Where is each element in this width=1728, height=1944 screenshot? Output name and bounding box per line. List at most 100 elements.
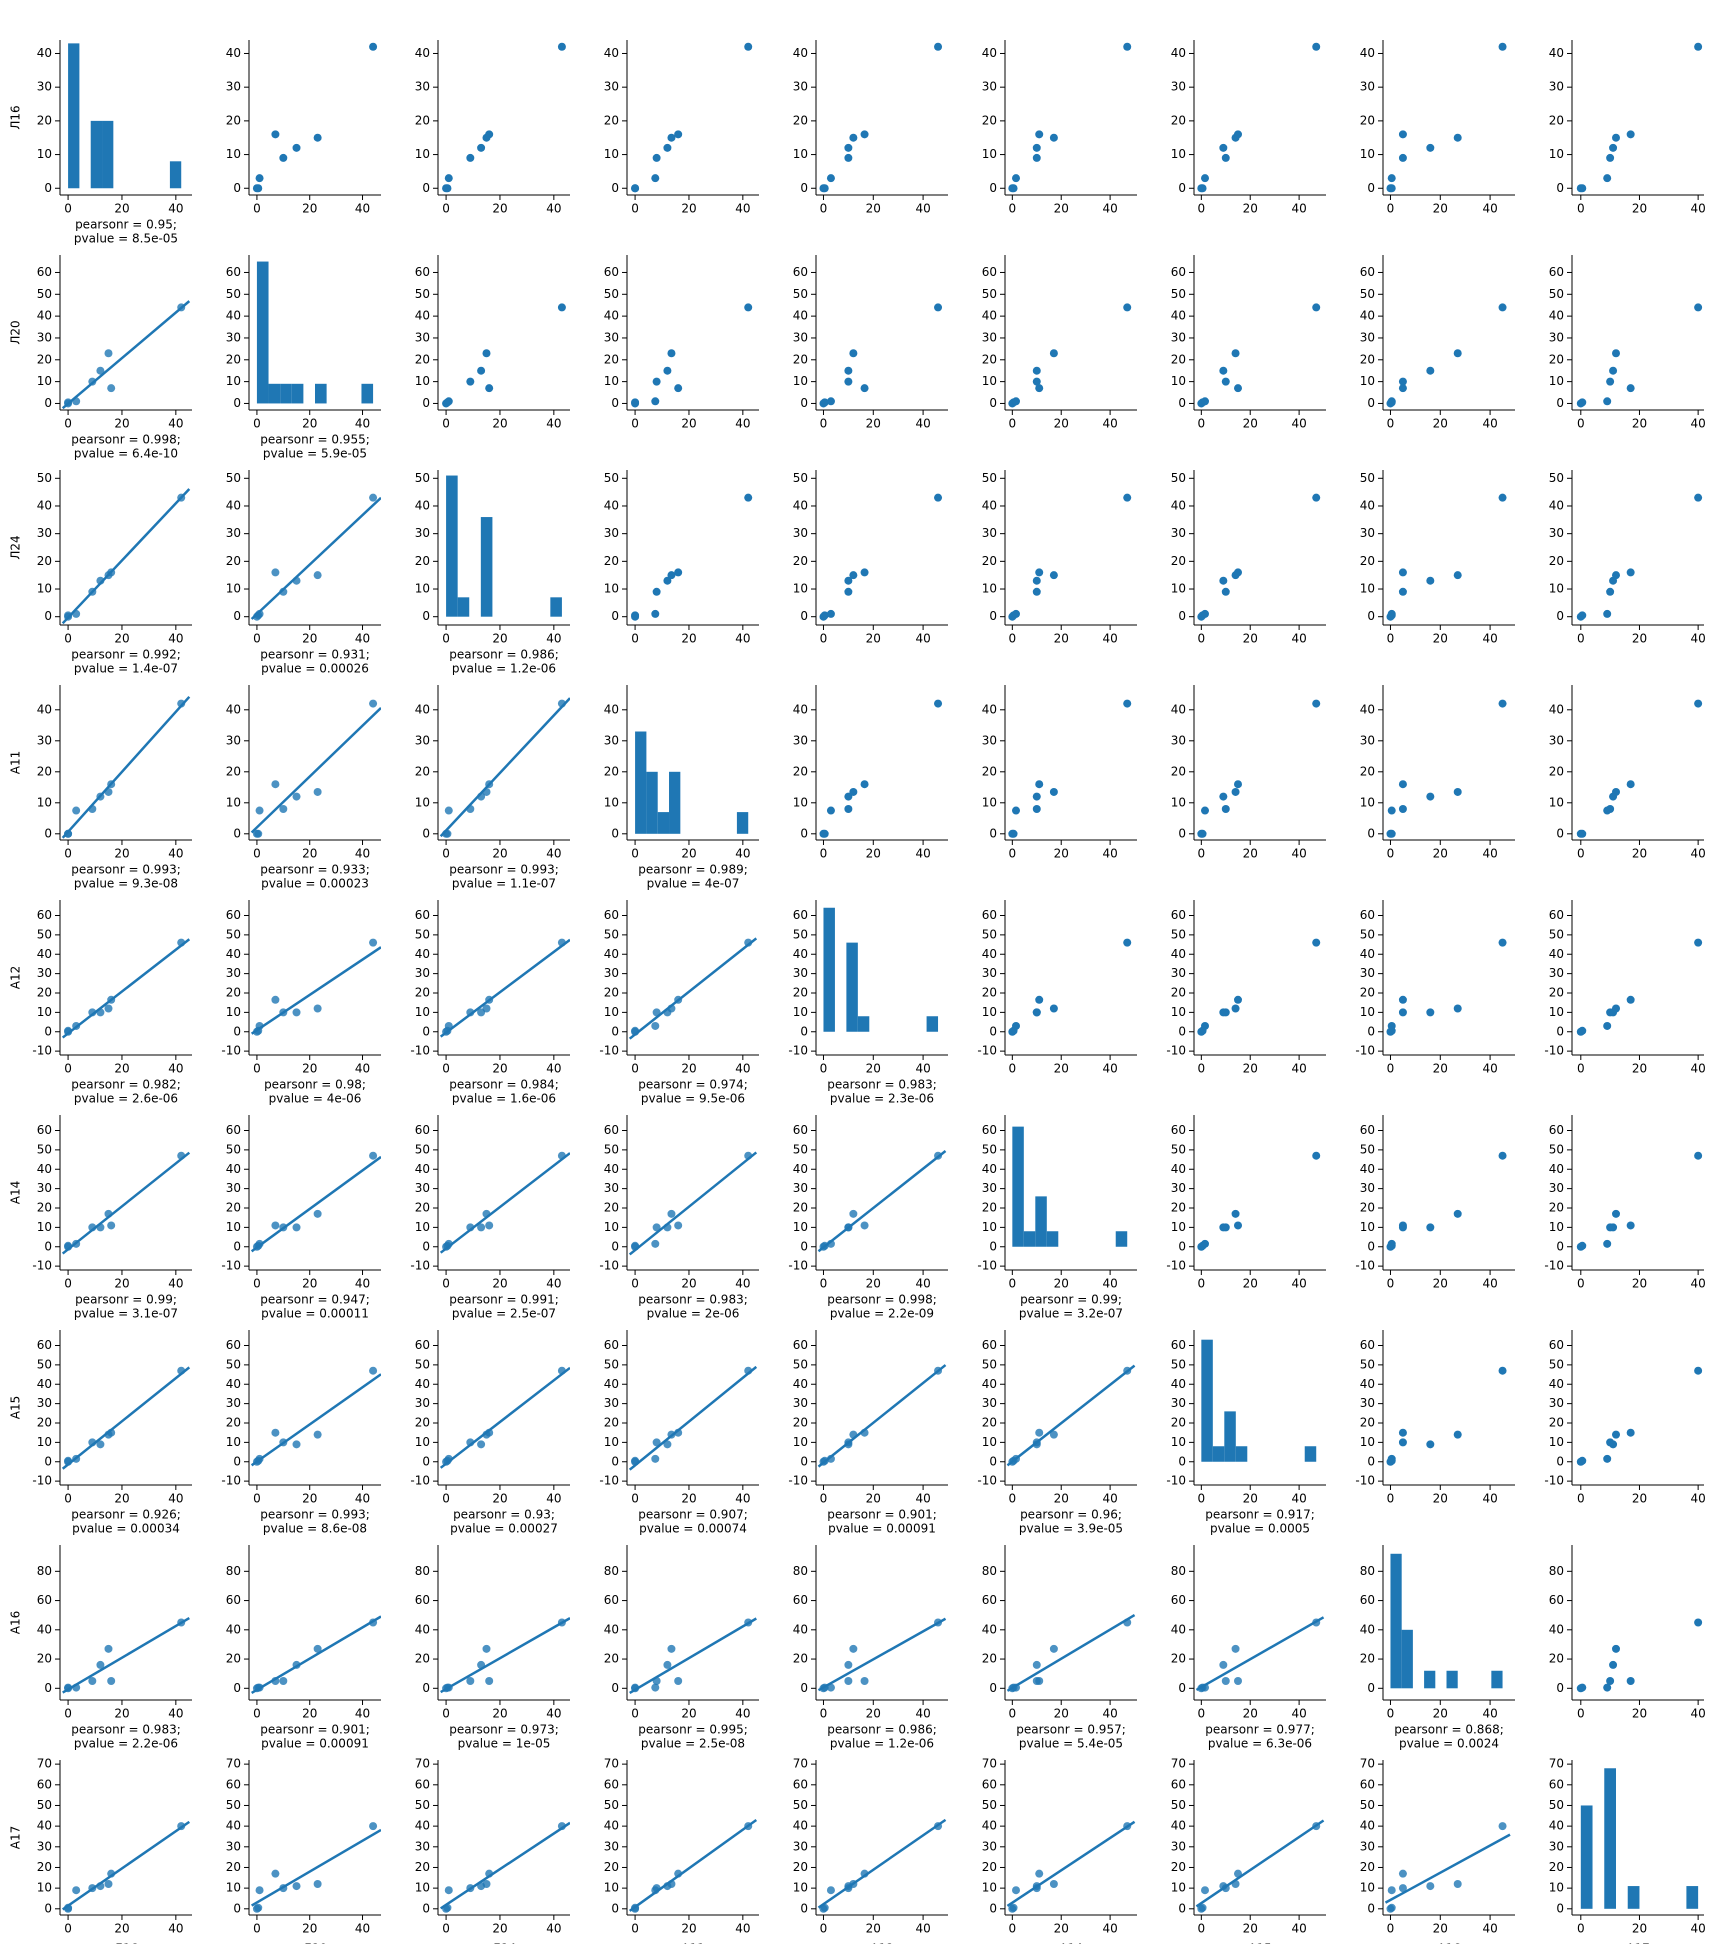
scatter-point bbox=[177, 699, 186, 708]
x-tick-label: 0 bbox=[1198, 1277, 1206, 1291]
y-tick-label: 0 bbox=[1367, 181, 1375, 195]
y-tick-label: 20 bbox=[1360, 1416, 1375, 1430]
x-tick-label: 20 bbox=[492, 632, 507, 646]
regression-line bbox=[250, 1373, 381, 1467]
scatter-point bbox=[1201, 609, 1209, 618]
y-tick-label: 0 bbox=[422, 1239, 430, 1253]
scatter-point bbox=[1426, 792, 1435, 801]
y-tick-label: 30 bbox=[1549, 1396, 1564, 1410]
scatter-point bbox=[1009, 184, 1018, 193]
y-tick-label: 10 bbox=[37, 582, 52, 596]
pearson-r: pearsonr = 0.983; bbox=[638, 1293, 748, 1307]
scatter-point bbox=[466, 1438, 475, 1447]
scatter-point bbox=[177, 303, 186, 312]
x-tick-label: 20 bbox=[1433, 1922, 1448, 1936]
scatter-point bbox=[313, 1880, 322, 1888]
y-tick-label: 30 bbox=[37, 733, 52, 747]
scatter-point bbox=[255, 609, 264, 618]
x-tick-label: 20 bbox=[1632, 1277, 1647, 1291]
y-tick-label: 30 bbox=[793, 966, 808, 980]
y-tick-label: 0 bbox=[800, 1454, 808, 1468]
scatter-point bbox=[1032, 587, 1041, 596]
y-tick-label: 50 bbox=[415, 1798, 430, 1812]
scatter-point bbox=[1694, 699, 1703, 708]
x-tick-label: 20 bbox=[681, 1492, 696, 1506]
scatter-point bbox=[1198, 1903, 1207, 1912]
y-tick-label: 10 bbox=[1360, 795, 1375, 809]
pearson-r: pearsonr = 0.98; bbox=[264, 1078, 366, 1092]
y-tick-label: 0 bbox=[422, 609, 430, 623]
panel: -10 0 10 20 30 40 50 60 0 20 40 bbox=[1544, 1115, 1706, 1291]
y-tick-label: 70 bbox=[415, 1757, 430, 1771]
scatter-point bbox=[485, 130, 494, 139]
y-tick-label: 50 bbox=[226, 1142, 241, 1156]
regression-line bbox=[1006, 1820, 1136, 1907]
scatter-point bbox=[292, 576, 301, 585]
panel: 0 10 20 30 40 0 20 40 А11 pearsonr = 0.992;pvalue… bbox=[9, 648, 192, 861]
scatter-point bbox=[663, 143, 672, 152]
scatter-point bbox=[1201, 1239, 1209, 1248]
scatter-point bbox=[1312, 1151, 1321, 1160]
x-tick-label: 40 bbox=[168, 202, 183, 216]
y-tick-label: 0 bbox=[989, 1901, 997, 1915]
scatter-point bbox=[744, 493, 753, 502]
pearson-r: pearsonr = 0.989; bbox=[638, 863, 748, 877]
y-tick-label: 0 bbox=[1556, 1239, 1564, 1253]
scatter-point bbox=[279, 1438, 288, 1447]
p-value: pvalue = 2.2e-09 bbox=[830, 1307, 934, 1321]
y-tick-label: 20 bbox=[793, 986, 808, 1000]
x-tick-label: 0 bbox=[631, 202, 639, 216]
y-tick-label: 10 bbox=[1360, 1220, 1375, 1234]
x-tick-label: 0 bbox=[1577, 417, 1585, 431]
x-tick-label: 20 bbox=[1054, 1062, 1069, 1076]
y-tick-label: 20 bbox=[604, 764, 619, 778]
y-tick-label: 60 bbox=[1171, 1777, 1186, 1791]
x-tick-label: 20 bbox=[1433, 1062, 1448, 1076]
y-tick-label: 40 bbox=[1360, 309, 1375, 323]
scatter-point bbox=[482, 787, 491, 796]
y-tick-label: 30 bbox=[1171, 80, 1186, 94]
y-tick-label: 30 bbox=[226, 1396, 241, 1410]
x-tick-label: 0 bbox=[1198, 202, 1206, 216]
y-tick-label: 0 bbox=[44, 826, 52, 840]
y-tick-label: 40 bbox=[793, 1622, 808, 1636]
scatter-point bbox=[1626, 1221, 1635, 1230]
y-tick-label: 60 bbox=[1360, 265, 1375, 279]
y-tick-label: 10 bbox=[982, 1220, 997, 1234]
scatter-point bbox=[826, 397, 835, 406]
y-tick-label: 20 bbox=[37, 1860, 52, 1874]
scatter-point bbox=[444, 174, 453, 183]
y-tick-label: 60 bbox=[226, 265, 241, 279]
y-tick-label: 60 bbox=[415, 1777, 430, 1791]
y-tick-label: 50 bbox=[604, 471, 619, 485]
scatter-point bbox=[1123, 1618, 1132, 1627]
y-tick-label: 10 bbox=[793, 1220, 808, 1234]
scatter-point bbox=[1032, 366, 1041, 375]
scatter-point bbox=[1123, 493, 1132, 502]
scatter-point bbox=[1049, 787, 1058, 796]
y-tick-label: 60 bbox=[1360, 1777, 1375, 1791]
x-tick-label: 40 bbox=[546, 1922, 561, 1936]
scatter-point bbox=[477, 792, 486, 801]
scatter-point bbox=[1694, 1151, 1703, 1160]
scatter-point bbox=[485, 1676, 494, 1685]
y-tick-label: -10 bbox=[410, 1474, 430, 1488]
y-tick-label: 50 bbox=[226, 287, 241, 301]
y-tick-label: 80 bbox=[1171, 1564, 1186, 1578]
x-tick-label: 20 bbox=[681, 1277, 696, 1291]
scatter-point bbox=[557, 938, 566, 947]
y-tick-label: 0 bbox=[233, 1024, 241, 1038]
y-tick-label: 30 bbox=[1360, 1396, 1375, 1410]
y-tick-label: 40 bbox=[982, 1819, 997, 1833]
y-tick-label: 40 bbox=[982, 1377, 997, 1391]
pearson-r: pearsonr = 0.901; bbox=[260, 1723, 370, 1737]
x-tick-label: 0 bbox=[820, 1922, 828, 1936]
scatter-point bbox=[557, 1151, 566, 1160]
x-tick-label: 0 bbox=[442, 417, 450, 431]
scatter-point bbox=[1612, 1209, 1620, 1218]
panel: 0 10 20 30 40 50 0 20 40 bbox=[982, 470, 1137, 646]
hist-bar bbox=[1304, 1446, 1317, 1462]
hist-bar bbox=[926, 1016, 939, 1032]
regression-line bbox=[61, 1151, 191, 1255]
scatter-point bbox=[1312, 493, 1321, 502]
